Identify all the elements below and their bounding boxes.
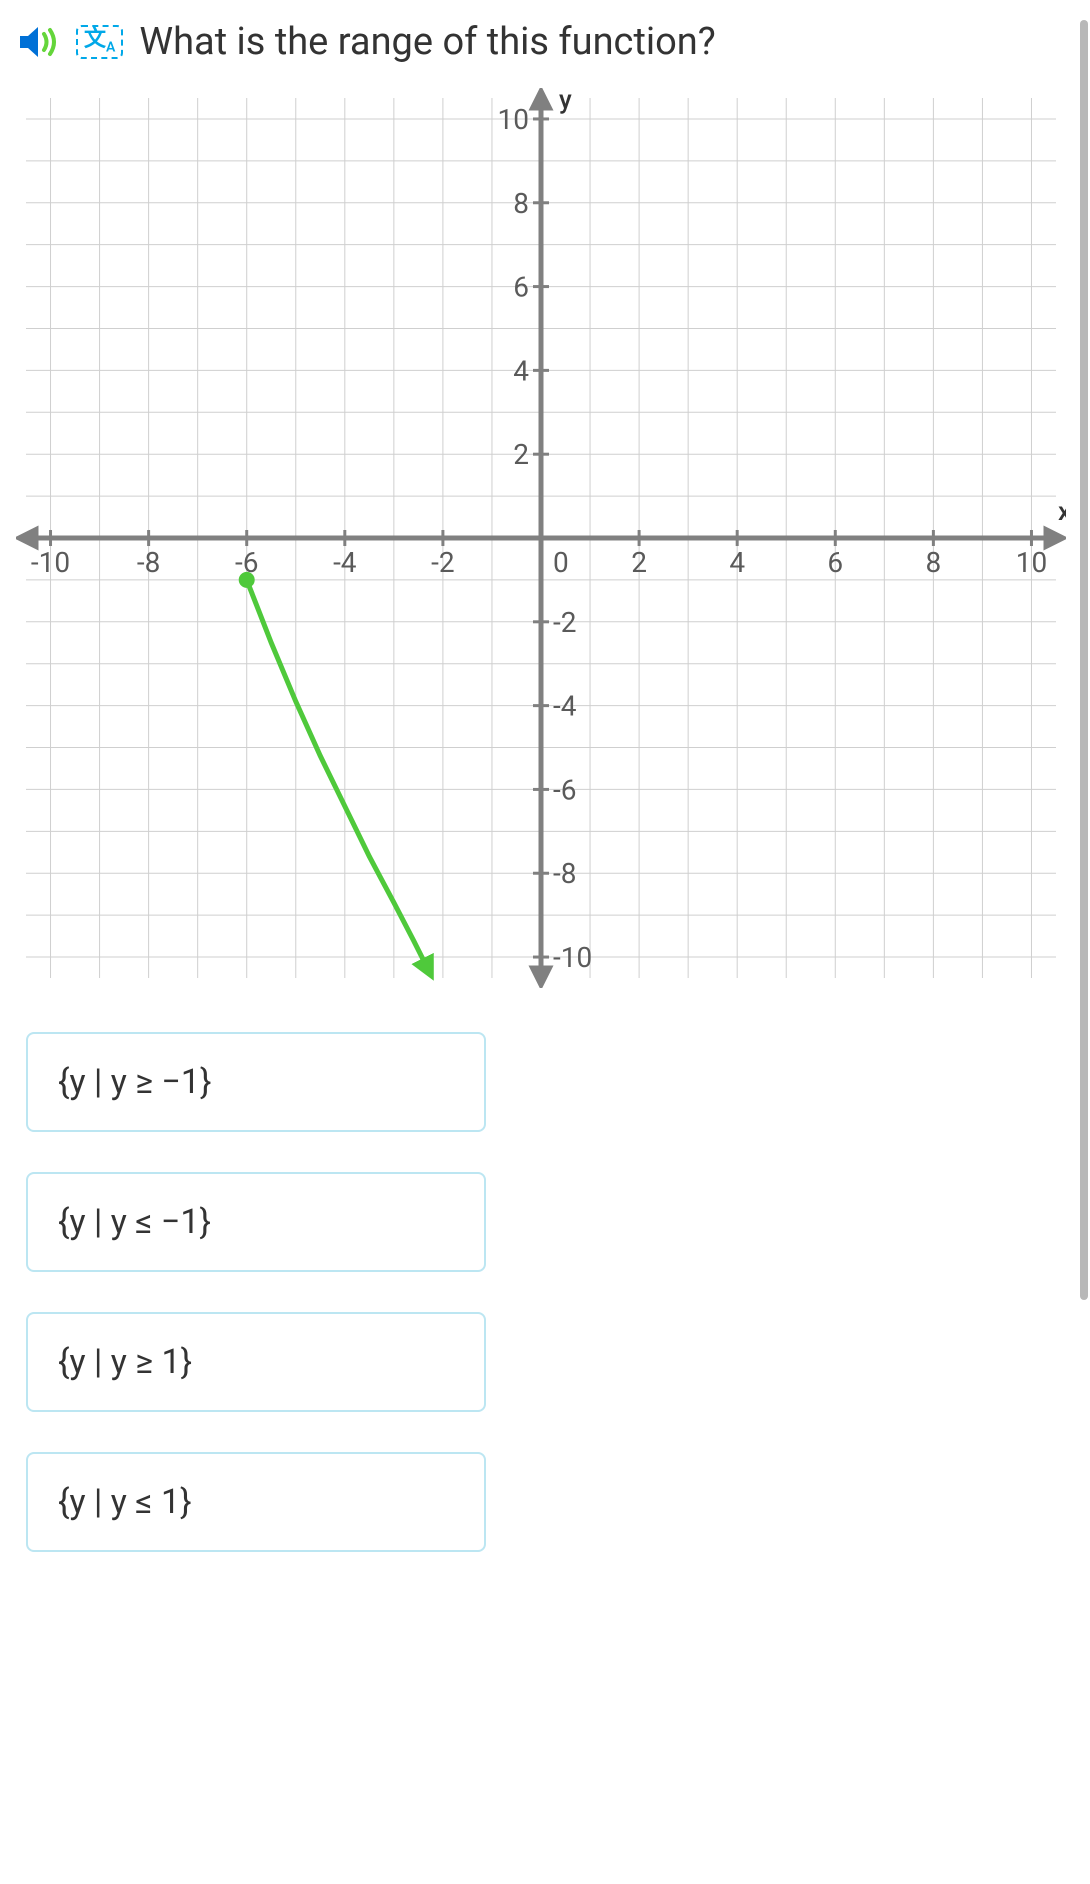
svg-text:2: 2 (513, 438, 529, 471)
svg-text:x: x (1058, 497, 1066, 527)
coordinate-graph: -10-8-6-4-20246810-10-8-6-4-2246810xy (16, 88, 1066, 988)
svg-text:-2: -2 (553, 606, 576, 639)
option-4[interactable]: {y | y ≤ 1} (26, 1452, 486, 1552)
question-text: What is the range of this function? (139, 20, 715, 64)
translate-icon-text: 文A (84, 27, 115, 52)
svg-text:10: 10 (1016, 546, 1047, 579)
svg-text:2: 2 (631, 546, 647, 579)
svg-text:-10: -10 (31, 546, 70, 579)
option-1[interactable]: {y | y ≥ −1} (26, 1032, 486, 1132)
svg-text:6: 6 (513, 271, 529, 304)
option-2[interactable]: {y | y ≤ −1} (26, 1172, 486, 1272)
svg-text:-8: -8 (137, 546, 160, 579)
svg-text:-10: -10 (553, 941, 592, 974)
scrollbar[interactable] (1080, 20, 1088, 1300)
translate-icon[interactable]: 文A (76, 25, 123, 58)
graph-container: -10-8-6-4-20246810-10-8-6-4-2246810xy (16, 88, 1074, 992)
question-header: 文A What is the range of this function? (16, 20, 1074, 64)
svg-text:8: 8 (513, 187, 529, 220)
svg-text:-4: -4 (553, 690, 577, 723)
svg-text:4: 4 (729, 546, 745, 579)
svg-text:-4: -4 (333, 546, 357, 579)
svg-text:y: y (559, 88, 572, 115)
svg-text:6: 6 (827, 546, 843, 579)
svg-text:-2: -2 (431, 546, 454, 579)
option-3[interactable]: {y | y ≥ 1} (26, 1312, 486, 1412)
svg-text:-8: -8 (553, 857, 576, 890)
scrollbar-thumb[interactable] (1080, 20, 1088, 1300)
svg-text:4: 4 (513, 354, 529, 387)
audio-icon[interactable] (16, 20, 60, 64)
svg-text:-6: -6 (553, 773, 576, 806)
svg-text:8: 8 (926, 546, 942, 579)
answer-options: {y | y ≥ −1} {y | y ≤ −1} {y | y ≥ 1} {y… (26, 1032, 486, 1552)
svg-text:10: 10 (498, 103, 529, 136)
svg-text:0: 0 (553, 546, 569, 579)
